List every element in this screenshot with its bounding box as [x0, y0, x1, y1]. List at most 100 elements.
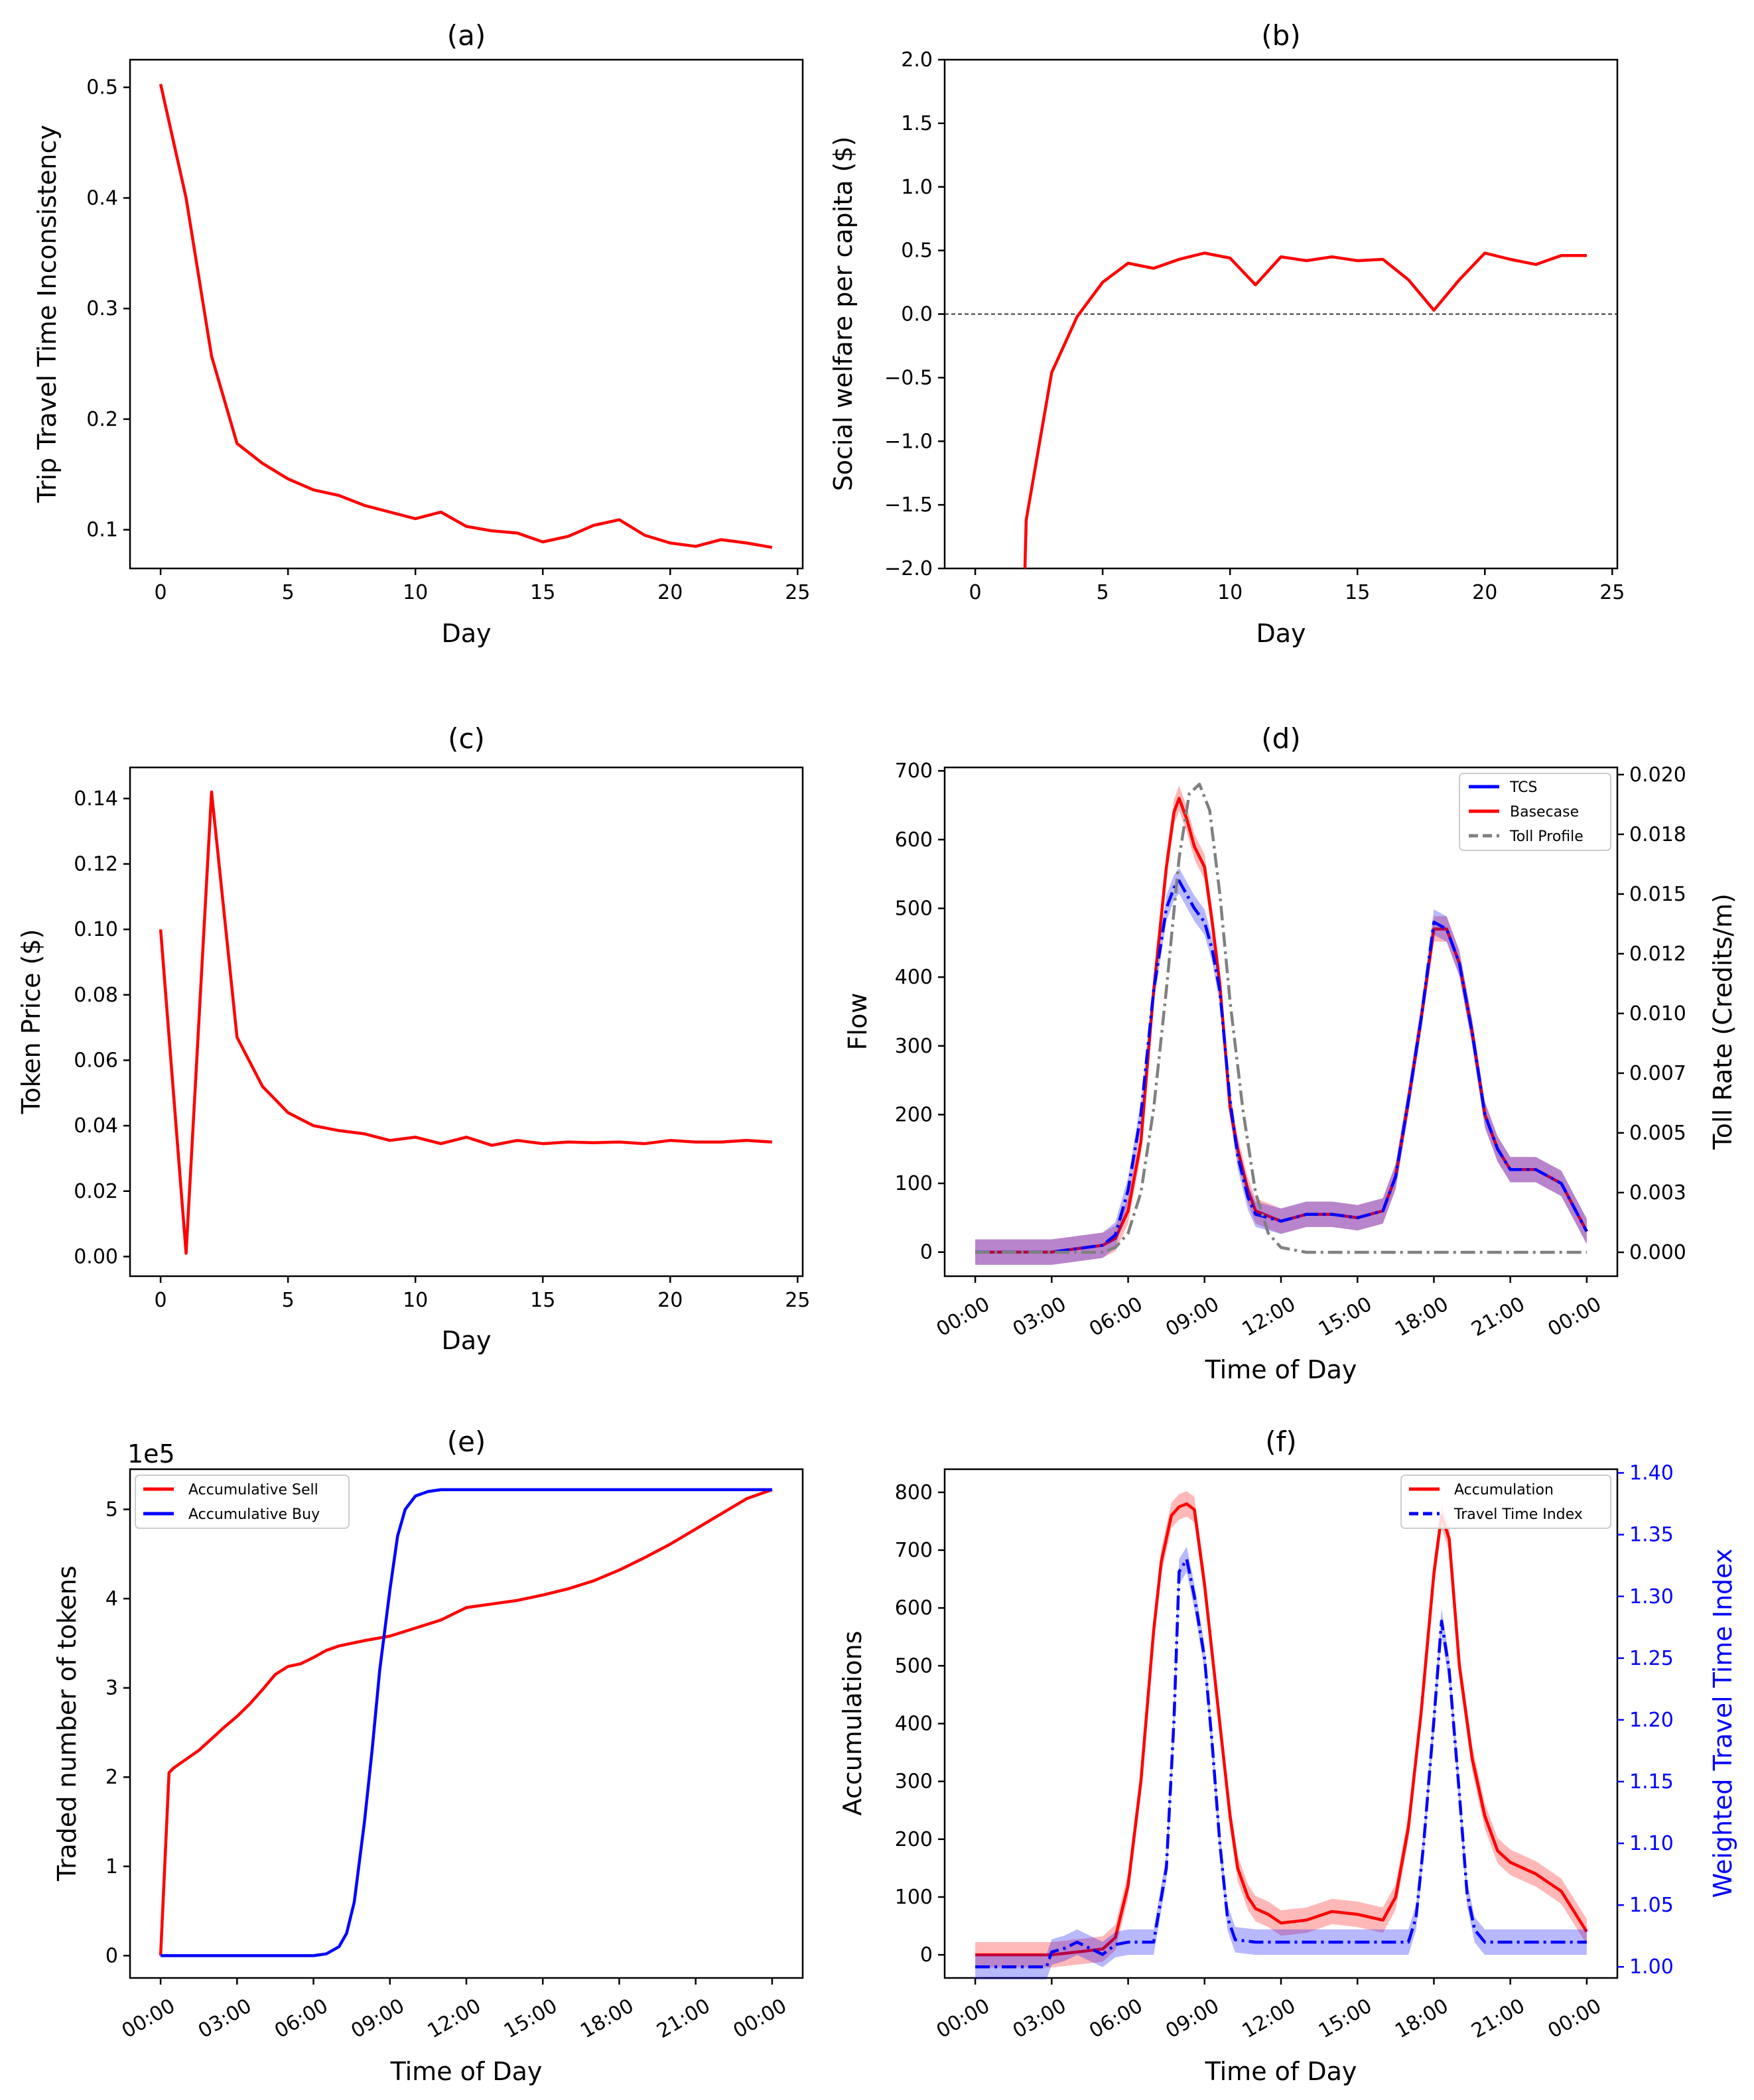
yticks-f: 0 100 200 300 400 500 600 700 800	[895, 1481, 945, 1967]
xtick-label-c-5: 25	[785, 1289, 810, 1312]
xtick-label-a-2: 10	[403, 581, 428, 604]
panel-f: (f) Time of Day Accumulations Weighted T…	[838, 1425, 1737, 2086]
plot-frame-c	[129, 766, 804, 1278]
xtick-label-e-2: 06:00	[271, 1995, 332, 2044]
xtick-label-e-6: 18:00	[576, 1995, 638, 2044]
ytick-label-b-8: 2.0	[901, 48, 933, 72]
xtick-label-a-4: 20	[657, 581, 683, 604]
xtick-label-b-5: 25	[1599, 581, 1625, 604]
series-line-c-0	[159, 790, 773, 1255]
xticks-b: 0 5 10 15 20 25	[969, 568, 1625, 604]
ytick-label-f-0: 0	[920, 1943, 933, 1967]
xticks-d: 00:00 03:00 06:00 09:00 12:00 15:00 18:00 21:00…	[933, 1276, 1605, 1341]
xtick-label-e-7: 21:00	[653, 1995, 714, 2044]
plot-frame-f	[943, 1468, 1619, 1979]
title-f: (f)	[1265, 1425, 1297, 1458]
ytick-label-a-0: 0.1	[86, 519, 118, 542]
xlabel-f: Time of Day	[1205, 2057, 1357, 2086]
ytick-right-label-d-8: 0.020	[1629, 763, 1686, 787]
ytick-right-label-d-3: 0.007	[1629, 1062, 1686, 1085]
ytick-right-label-d-5: 0.012	[1629, 943, 1686, 966]
xtick-label-a-5: 25	[785, 581, 810, 604]
ytick-label-f-1: 100	[895, 1886, 933, 1909]
plot-frame-a	[129, 58, 804, 570]
xtick-label-d-1: 03:00	[1009, 1293, 1070, 1342]
ytick-label-f-7: 700	[895, 1539, 933, 1562]
panel-e: (e) 1e5 Time of Day Traded number of tok…	[52, 1425, 804, 2086]
ytick-label-c-1: 0.02	[74, 1180, 118, 1203]
band-f-0	[975, 1491, 1587, 1968]
ytick-label-a-1: 0.2	[86, 408, 118, 431]
ytick-label-d-4: 400	[895, 966, 933, 989]
ytick-label-d-2: 200	[895, 1103, 933, 1126]
ylabel-e: Traded number of tokens	[52, 1565, 82, 1881]
xtick-label-f-8: 00:00	[1544, 1995, 1605, 2044]
title-b: (b)	[1261, 19, 1300, 52]
band-d-0	[975, 785, 1587, 1265]
legend-f: Accumulation Travel Time Index	[1400, 1475, 1611, 1529]
ytick-label-f-8: 800	[895, 1481, 933, 1504]
legend-label-e-1: Accumulative Buy	[188, 1506, 320, 1523]
ytick-label-c-6: 0.12	[74, 853, 118, 876]
ylabel-right-f: Weighted Travel Time Index	[1708, 1549, 1737, 1898]
ytick-right-label-d-4: 0.010	[1629, 1002, 1686, 1025]
series-f	[975, 1491, 1588, 1980]
legend-label-d-2: Toll Profile	[1509, 828, 1584, 845]
xtick-label-e-5: 15:00	[500, 1995, 561, 2044]
ytick-label-c-3: 0.06	[74, 1049, 118, 1072]
xtick-label-c-1: 5	[282, 1289, 295, 1312]
ytick-label-d-6: 600	[895, 828, 933, 852]
series-line-f-0	[975, 1502, 1588, 1957]
yticks-b: −2.0 −1.5 −1.0 −0.5 0.0 0.5 1.0 1.5 2.0	[884, 48, 945, 580]
plot-frame-e	[129, 1468, 804, 1979]
xtick-label-a-3: 15	[530, 581, 555, 604]
xtick-label-a-1: 5	[282, 581, 295, 604]
ylabel-right-d: Toll Rate (Credits/m)	[1708, 893, 1737, 1150]
xlabel-a: Day	[441, 619, 491, 648]
xtick-label-d-8: 00:00	[1544, 1293, 1605, 1342]
series-line-f-1	[975, 1557, 1587, 1969]
series-line-e-0	[159, 1488, 773, 1956]
xtick-label-a-0: 0	[155, 581, 167, 604]
xticks-a: 0 5 10 15 20 25	[155, 568, 810, 604]
ytick-label-d-3: 300	[895, 1035, 933, 1058]
legend-label-d-0: TCS	[1509, 779, 1537, 796]
xtick-label-d-7: 21:00	[1467, 1293, 1528, 1342]
ytick-label-c-2: 0.04	[74, 1114, 118, 1138]
xtick-label-d-0: 00:00	[933, 1293, 994, 1342]
ytick-label-f-6: 600	[895, 1597, 933, 1620]
ytick-right-label-f-3: 1.15	[1629, 1770, 1674, 1794]
legend-label-d-1: Basecase	[1510, 804, 1579, 820]
xtick-label-c-2: 10	[403, 1289, 428, 1312]
xticks-c: 0 5 10 15 20 25	[155, 1276, 810, 1312]
series-line-d-0	[975, 797, 1588, 1254]
ytick-label-e-0: 0	[105, 1944, 118, 1967]
ytick-label-f-4: 400	[895, 1713, 933, 1736]
ytick-right-label-d-1: 0.003	[1629, 1181, 1686, 1205]
xtick-label-e-8: 00:00	[730, 1995, 791, 2044]
series-line-e-1	[161, 1488, 772, 1957]
ytick-right-label-d-0: 0.000	[1629, 1241, 1686, 1264]
ytick-label-d-7: 700	[895, 759, 933, 783]
ytick-label-c-7: 0.14	[74, 787, 118, 811]
xtick-label-d-3: 09:00	[1162, 1293, 1223, 1342]
ylabel-c: Token Price ($)	[17, 929, 46, 1115]
ytick-label-d-1: 100	[895, 1172, 933, 1195]
legend-e: Accumulative Sell Accumulative Buy	[135, 1475, 350, 1529]
ytick-label-e-3: 3	[105, 1677, 118, 1700]
xtick-label-f-6: 18:00	[1391, 1995, 1452, 2044]
xtick-label-e-4: 12:00	[424, 1995, 485, 2044]
xtick-label-c-4: 20	[657, 1289, 683, 1312]
title-a: (a)	[447, 19, 486, 52]
ytick-label-b-1: −1.5	[884, 493, 933, 517]
xtick-label-c-3: 15	[530, 1289, 555, 1312]
ytick-label-f-5: 500	[895, 1654, 933, 1677]
xtick-label-e-3: 09:00	[347, 1995, 408, 2044]
xticks-f: 00:00 03:00 06:00 09:00 12:00 15:00 18:00 21:00…	[933, 1978, 1605, 2043]
xtick-label-f-5: 15:00	[1315, 1995, 1376, 2044]
series-d	[975, 782, 1588, 1265]
ytick-right-label-f-8: 1.40	[1629, 1462, 1674, 1485]
series-b	[945, 251, 1617, 569]
ytick-right-label-f-7: 1.35	[1629, 1524, 1674, 1547]
